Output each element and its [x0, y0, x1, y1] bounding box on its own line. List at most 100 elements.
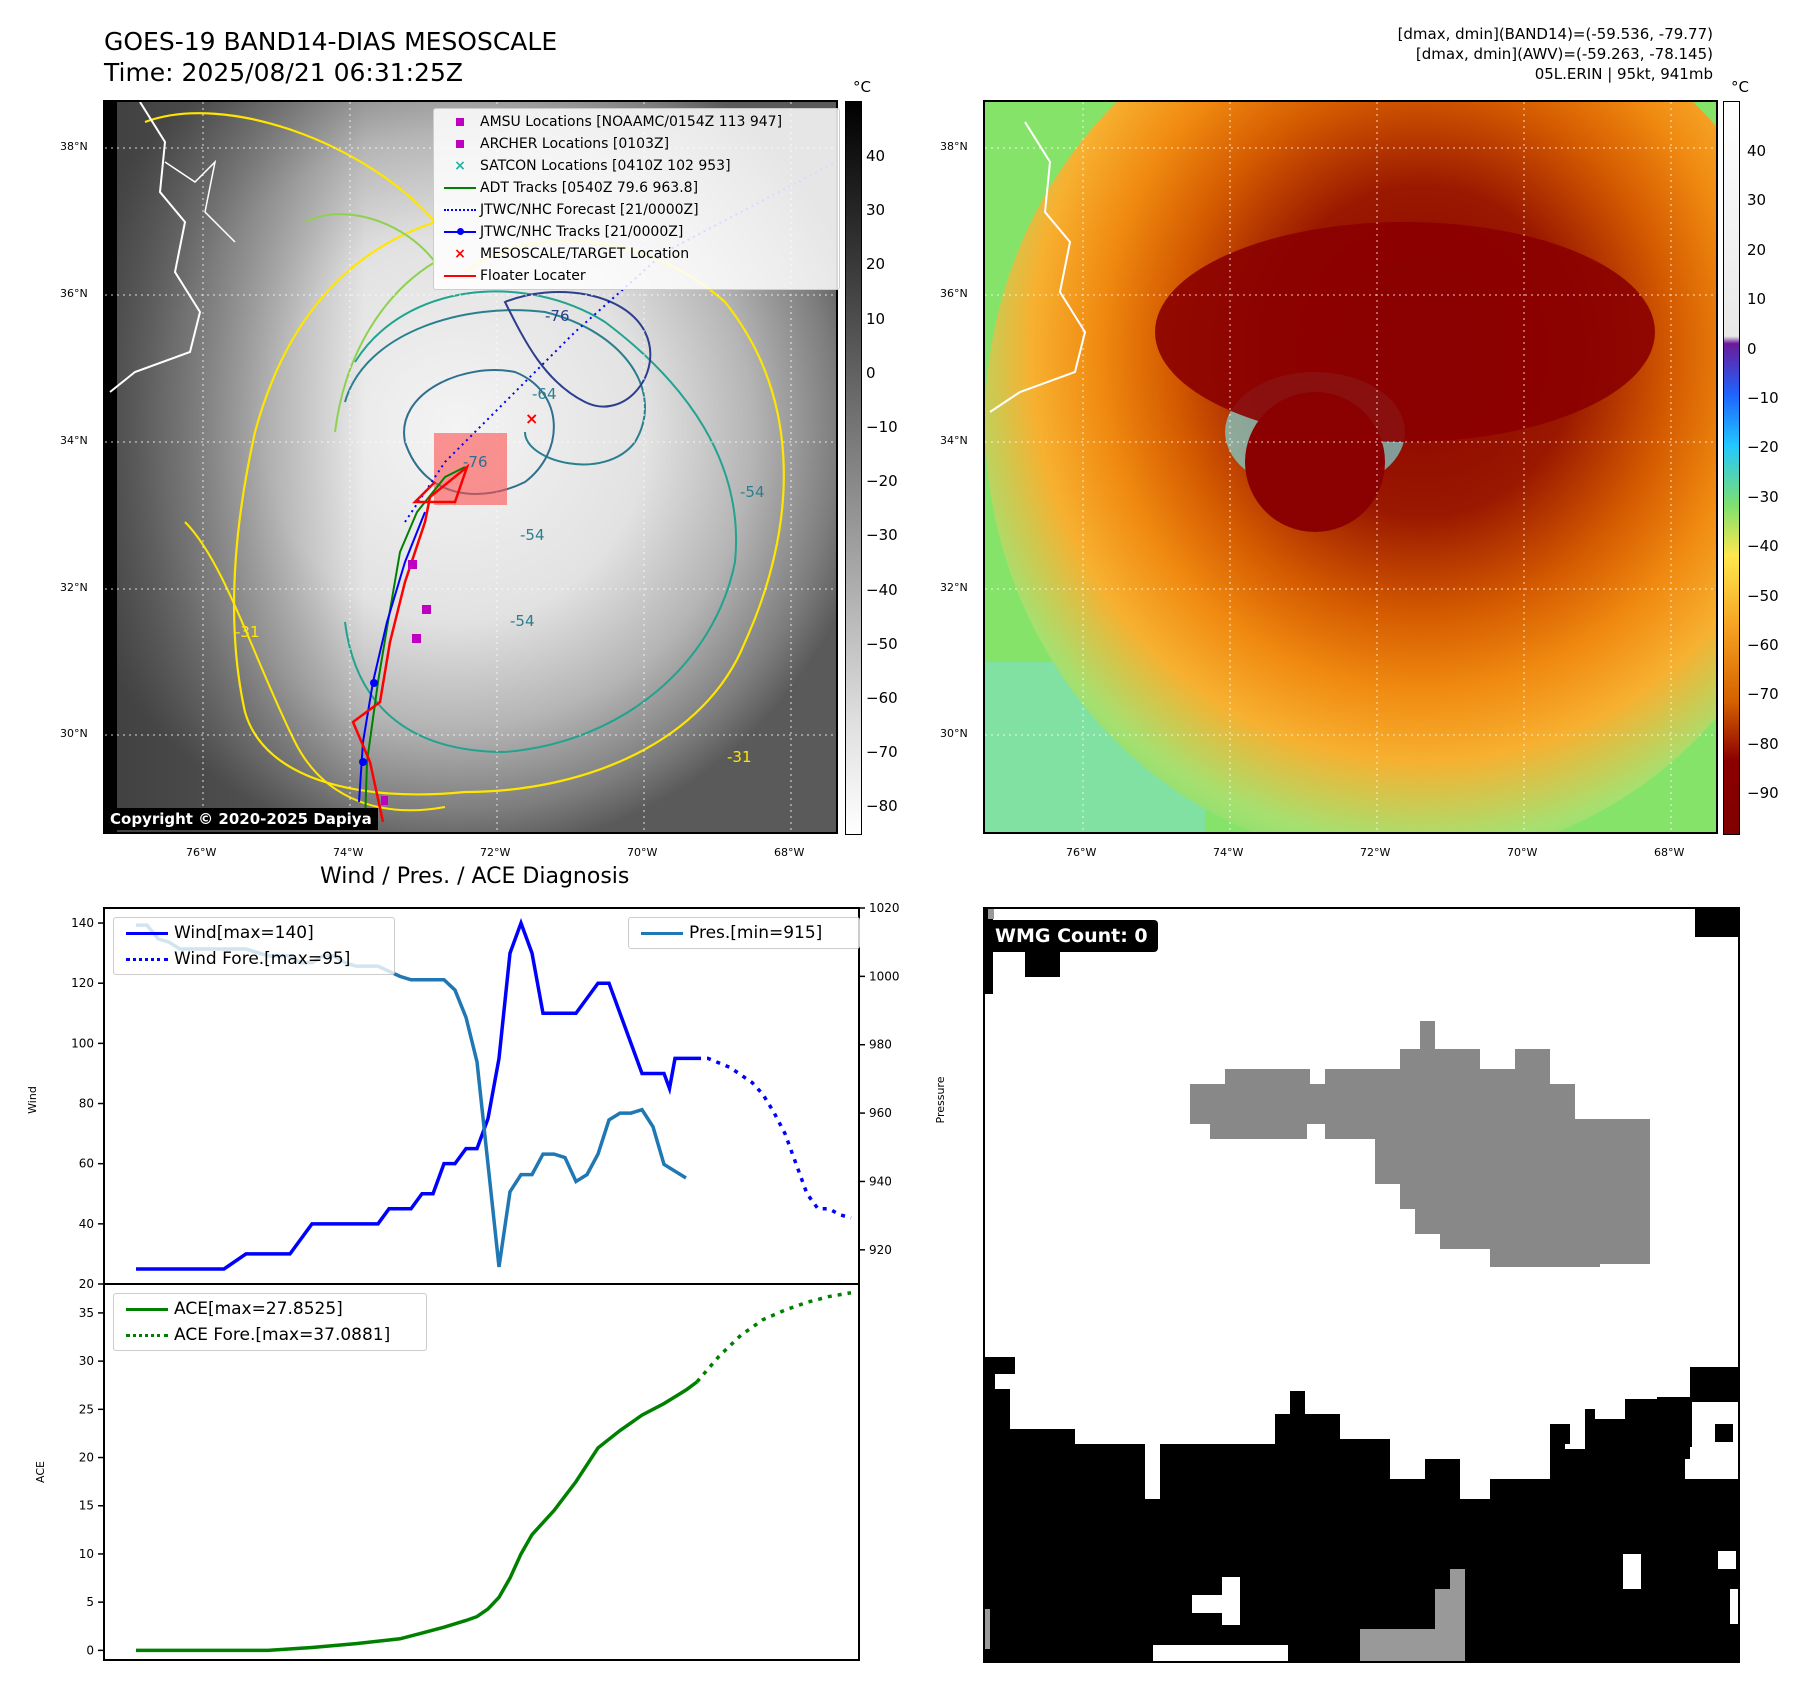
- ace-tick-label: 10: [79, 1547, 94, 1561]
- gray-colorbar-tick-label: 10: [866, 309, 886, 328]
- wind-series-2: [697, 1056, 852, 1220]
- color-colorbar-tick-label: −70: [1747, 685, 1779, 704]
- lon-label: 70°W: [627, 846, 658, 859]
- legend-label: Wind Fore.[max=95]: [174, 949, 351, 969]
- legend-row-forecast: JTWC/NHC Forecast [21/0000Z]: [440, 199, 833, 221]
- color-colorbar-tick-label: −80: [1747, 734, 1779, 753]
- stats-header: [dmax, dmin](BAND14)=(-59.536, -79.77) […: [1398, 24, 1713, 84]
- legend-label: ACE Fore.[max=37.0881]: [174, 1325, 391, 1345]
- lon-label: 74°W: [1213, 846, 1244, 859]
- legend-row-wind: Wind[max=140]: [120, 920, 388, 946]
- ace-tick-label: 35: [79, 1306, 94, 1320]
- wind-series-1: [653, 1056, 697, 1096]
- legend-row-adt: ADT Tracks [0540Z 79.6 963.8]: [440, 177, 833, 199]
- wind-tick-label: 80: [79, 1097, 94, 1111]
- color-colorbar: [1723, 101, 1740, 835]
- legend-row-target: × MESOSCALE/TARGET Location: [454, 246, 690, 262]
- gray-colorbar-tick-label: −10: [866, 418, 898, 436]
- lon-label: 72°W: [480, 846, 511, 859]
- awv-range: [dmax, dmin](AWV)=(-59.263, -78.145): [1415, 45, 1713, 63]
- legend-row-wind-forecast: Wind Fore.[max=95]: [120, 946, 388, 972]
- ace-tick-label: 0: [86, 1643, 94, 1657]
- wind-axis-label: Wind: [26, 1086, 39, 1114]
- ace-tick-label: 15: [79, 1499, 94, 1513]
- title-line-2: Time: 2025/08/21 06:31:25Z: [104, 58, 463, 87]
- gray-colorbar-tick-label: 20: [866, 255, 886, 274]
- legend-label: ACE[max=27.8525]: [174, 1299, 343, 1319]
- pressure-tick-label: 920: [869, 1243, 892, 1257]
- legend-label: AMSU Locations [NOAAMC/0154Z 113 947]: [480, 114, 783, 130]
- floater-box: [434, 433, 507, 505]
- lat-label: 38°N: [940, 140, 968, 153]
- contour-label: -76: [463, 453, 488, 471]
- pressure-series-0: [136, 923, 687, 1268]
- color-colorbar-tick-label: −40: [1747, 537, 1779, 556]
- wmg-count-badge: WMG Count: 0: [985, 920, 1158, 952]
- lat-label: 32°N: [60, 581, 88, 594]
- color-colorbar-tick-label: −50: [1747, 586, 1779, 605]
- legend-label: JTWC/NHC Forecast [21/0000Z]: [480, 202, 699, 218]
- legend-row-satcon: × SATCON Locations [0410Z 102 953]: [454, 158, 731, 174]
- pressure-tick-label: 1000: [869, 969, 900, 983]
- pressure-axis-label: Pressure: [934, 1076, 947, 1123]
- legend-row-archer: ARCHER Locations [0103Z]: [440, 133, 833, 155]
- ace-tick-label: 25: [79, 1402, 94, 1416]
- lat-label: 36°N: [60, 287, 88, 300]
- legend-row-ace: ACE[max=27.8525]: [120, 1296, 420, 1322]
- ace-series-1: [695, 1291, 852, 1383]
- gray-colorbar-tick-label: −80: [866, 797, 898, 816]
- chart-title: GOES-19 BAND14-DIAS MESOSCALE Time: 2025…: [104, 26, 557, 88]
- lat-label: 32°N: [940, 581, 968, 594]
- target-marker: ×: [525, 409, 538, 428]
- copyright-label: Copyright © 2020-2025 Dapiya: [104, 808, 378, 830]
- ace-tick-label: 30: [79, 1354, 94, 1368]
- wind-tick-label: 100: [71, 1036, 94, 1050]
- gray-colorbar: [845, 101, 862, 835]
- wind-tick-label: 40: [79, 1217, 94, 1231]
- color-ir-map-panel: [983, 100, 1718, 834]
- gray-colorbar-tick-label: −30: [866, 526, 898, 545]
- color-colorbar-tick-label: 20: [1747, 240, 1767, 259]
- pressure-tick-label: 980: [869, 1038, 892, 1052]
- wmg-panel: [983, 907, 1740, 1663]
- legend-row-ace-forecast: ACE Fore.[max=37.0881]: [120, 1322, 420, 1348]
- wind-tick-label: 140: [71, 916, 94, 930]
- legend-row-amsu: AMSU Locations [NOAAMC/0154Z 113 947]: [440, 111, 833, 133]
- legend-label: Floater Locater: [480, 268, 586, 284]
- wind-series-0: [136, 917, 653, 1271]
- lon-label: 68°W: [1654, 846, 1685, 859]
- pressure-legend: Pres.[min=915]: [628, 917, 860, 949]
- color-colorbar-tick-label: −30: [1747, 487, 1779, 506]
- contour-label: -54: [510, 612, 535, 630]
- legend-row-tracks: JTWC/NHC Tracks [21/0000Z]: [440, 221, 833, 243]
- wind-legend: Wind[max=140] Wind Fore.[max=95]: [113, 917, 395, 975]
- title-line-1: GOES-19 BAND14-DIAS MESOSCALE: [104, 27, 558, 56]
- lon-label: 74°W: [333, 846, 364, 859]
- gray-colorbar-tick-label: 30: [866, 201, 886, 220]
- gray-colorbar-tick-label: −50: [866, 634, 898, 653]
- legend-label: Wind[max=140]: [174, 923, 314, 943]
- color-colorbar-tick-label: 30: [1747, 191, 1767, 210]
- contour-label: -76: [545, 307, 570, 325]
- color-colorbar-tick-label: 10: [1747, 290, 1767, 309]
- lat-label: 30°N: [60, 727, 88, 740]
- ace-tick-label: 20: [79, 1451, 94, 1465]
- color-ir-map-image: [985, 102, 1716, 832]
- legend-label: MESOSCALE/TARGET Location: [480, 246, 690, 262]
- wmg-mask-image: [985, 909, 1738, 1661]
- pressure-tick-label: 1020: [869, 901, 900, 915]
- band14-range: [dmax, dmin](BAND14)=(-59.536, -79.77): [1397, 25, 1713, 43]
- legend-row-pressure: Pres.[min=915]: [635, 920, 853, 946]
- lat-label: 30°N: [940, 727, 968, 740]
- map-legend: AMSU Locations [NOAAMC/0154Z 113 947] AR…: [433, 108, 840, 290]
- lon-label: 76°W: [1066, 846, 1097, 859]
- color-colorbar-tick-label: 40: [1747, 142, 1767, 160]
- color-colorbar-tick-label: −60: [1747, 636, 1779, 654]
- pressure-tick-label: 940: [869, 1174, 892, 1188]
- contour-label: -31: [727, 748, 752, 766]
- contour-label: -31: [235, 623, 260, 641]
- lon-label: 68°W: [774, 846, 805, 859]
- ace-series-0: [136, 1380, 699, 1653]
- color-colorbar-tick-label: −90: [1747, 784, 1779, 803]
